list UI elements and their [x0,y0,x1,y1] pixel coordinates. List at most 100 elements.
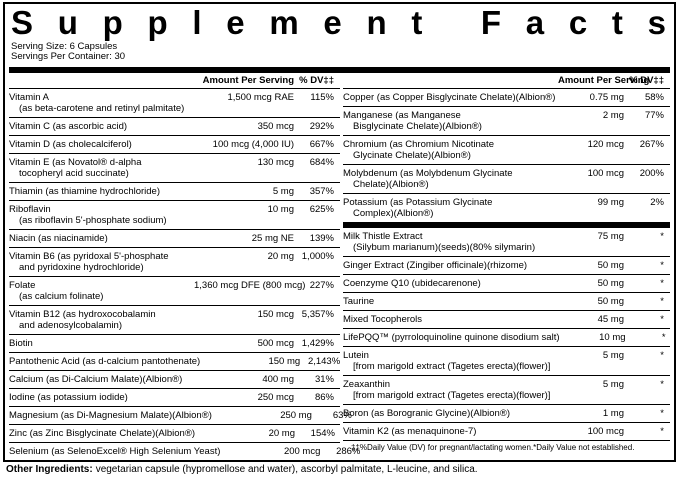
amount: 20 mg [267,251,294,262]
nutrient-row: LifePQQ™ (pyrroloquinoline quinone disod… [343,329,670,347]
amount: 150 mg [268,356,301,367]
amount: 50 mg [597,260,624,271]
nutrient-row: Riboflavin (as riboflavin 5'-phosphate so… [9,201,340,230]
amount: 50 mg [597,278,624,289]
amount: 99 mg [597,197,624,208]
nutrient-name: Magnesium (as Di-Magnesium Malate)(Albio… [9,410,212,421]
nutrient-row: Zeaxanthin [from marigold extract (Tagete… [343,376,670,405]
daily-value: * [660,296,664,307]
nutrient-row: Selenium (as SelenoExcel® High Selenium … [9,443,360,461]
footnote: ‡‡%Daily Value (DV) for pregnant/lactati… [351,443,635,452]
name-line: and pyridoxine hydrochloride) [19,262,144,273]
nutrient-row: Molybdenum (as Molybdenum Glycinate Chela… [343,165,670,194]
daily-value: 227% [309,280,334,291]
amount: 0.75 mg [589,92,624,103]
nutrient-row: Vitamin B6 (as pyridoxal 5'-phosphate and… [9,248,340,277]
daily-value: 357% [309,186,334,197]
name-line: Iodine (as potassium iodide) [9,392,128,403]
daily-value: 625% [309,204,334,215]
daily-value: 292% [309,121,334,132]
name-line: Vitamin B6 (as pyridoxal 5'-phosphate [9,251,169,262]
daily-value: 2% [650,197,664,208]
nutrient-row: Zinc (as Zinc Bisglycinate Chelate)(Albi… [9,425,340,443]
name-line: Chelate)(Albion®) [353,179,429,190]
name-line: Vitamin A [9,92,49,103]
daily-value: 86% [314,392,334,403]
name-line: Vitamin B12 (as hydroxocobalamin [9,309,156,320]
name-line: Lutein [343,350,369,361]
daily-value: 63% [332,410,352,421]
amount: 1,360 mcg DFE (800 mcg) [194,280,306,291]
name-line: Biotin [9,338,33,349]
daily-value: 58% [644,92,664,103]
section-rule [343,223,670,228]
name-line: Chromium (as Chromium Nicotinate [343,139,494,150]
name-line: (Silybum marianum)(seeds)(80% silymarin) [353,242,536,253]
amount: 1,500 mcg RAE [227,92,294,103]
facts-column: Amount Per Serving % DV‡‡ Vitamin A (as bet… [9,73,360,461]
nutrient-name: Molybdenum (as Molybdenum Glycinate Chela… [343,168,558,190]
column-header: Amount Per Serving % DV‡‡ [9,73,340,89]
daily-value: 200% [639,168,664,179]
amount: 1 mg [602,408,624,419]
nutrient-row: Ginger Extract (Zingiber officinale)(rhi… [343,257,670,275]
other-ingredients: Other Ingredients: vegetarian capsule (hy… [6,464,478,475]
amount: 500 mcg [257,338,294,349]
name-line: Potassium (as Potassium Glycinate [343,197,493,208]
name-line: Coenzyme Q10 (ubidecarenone) [343,278,481,289]
nutrient-row: Milk Thistle Extract (Silybum marianum)(s… [343,228,670,257]
nutrient-name: Riboflavin (as riboflavin 5'-phosphate so… [9,204,194,226]
dv-heading: % DV‡‡ [299,75,334,86]
name-line: Riboflavin [9,204,51,215]
nutrient-name: Folate (as calcium folinate) [9,280,194,302]
name-line: Zinc (as Zinc Bisglycinate Chelate)(Albi… [9,428,195,439]
spacer [9,75,194,86]
name-line: Magnesium (as Di-Magnesium Malate)(Albio… [9,410,212,421]
amount: 25 mg NE [251,233,294,244]
nutrient-row: Pantothenic Acid (as d-calcium pantothen… [9,353,340,371]
daily-value: 684% [309,157,334,168]
thick-rule [9,67,670,73]
nutrient-row: Folate (as calcium folinate) 1,360 mcg DFE… [9,277,340,306]
nutrient-name: Ginger Extract (Zingiber officinale)(rhi… [343,260,558,271]
nutrient-name: Selenium (as SelenoExcel® High Selenium … [9,446,220,457]
nutrient-name: Chromium (as Chromium Nicotinate Glycinat… [343,139,558,161]
name-line: (as beta-carotene and retinyl palmitate) [19,103,185,114]
name-line: Glycinate Chelate)(Albion®) [353,150,471,161]
name-line: Vitamin K2 (as menaquinone-7) [343,426,477,437]
nutrient-row: Lutein [from marigold extract (Tagetes er… [343,347,670,376]
amount: 50 mg [597,296,624,307]
nutrient-row: Biotin 500 mcg 1,429% [9,335,340,353]
amount: 350 mcg [257,121,294,132]
amount: 250 mg [280,410,312,421]
nutrient-name: Vitamin B12 (as hydroxocobalamin and aden… [9,309,194,331]
name-line: Manganese (as Manganese [343,110,461,121]
nutrient-name: Manganese (as Manganese Bisglycinate Chel… [343,110,558,132]
nutrient-name: Coenzyme Q10 (ubidecarenone) [343,278,558,289]
nutrient-name: Potassium (as Potassium Glycinate Complex… [343,197,558,219]
daily-value: * [660,379,664,390]
nutrient-name: Vitamin B6 (as pyridoxal 5'-phosphate and… [9,251,194,273]
name-line: LifePQQ™ (pyrroloquinoline quinone disod… [343,332,560,343]
nutrient-row: Vitamin D (as cholecalciferol) 100 mcg (4… [9,136,340,154]
nutrient-row: Copper (as Copper Bisglycinate Chelate)(… [343,89,670,107]
nutrient-name: Vitamin E (as Novatol® d-alpha tocopheryl… [9,157,194,179]
daily-value: 286% [336,446,361,457]
name-line: (as calcium folinate) [19,291,104,302]
name-line: Thiamin (as thiamine hydrochloride) [9,186,161,197]
nutrient-name: Calcium (as Di-Calcium Malate)(Albion®) [9,374,194,385]
nutrient-name: Vitamin A (as beta-carotene and retinyl p… [9,92,194,114]
daily-value: 31% [314,374,334,385]
amount: 10 mg [267,204,294,215]
nutrient-row: Calcium (as Di-Calcium Malate)(Albion®) 4… [9,371,340,389]
nutrient-name: Copper (as Copper Bisglycinate Chelate)(… [343,92,558,103]
amount: 150 mcg [257,309,294,320]
dv-heading: % DV‡‡ [629,75,664,86]
nutrient-row: Potassium (as Potassium Glycinate Complex… [343,194,670,223]
name-line: Boron (as Borogranic Glycine)(Albion®) [343,408,510,419]
name-line: Selenium (as SelenoExcel® High Selenium … [9,446,221,457]
amount: 5 mg [272,186,294,197]
amount-heading: Amount Per Serving [558,75,650,86]
nutrient-row: Vitamin C (as ascorbic acid) 350 mcg 292% [9,118,340,136]
